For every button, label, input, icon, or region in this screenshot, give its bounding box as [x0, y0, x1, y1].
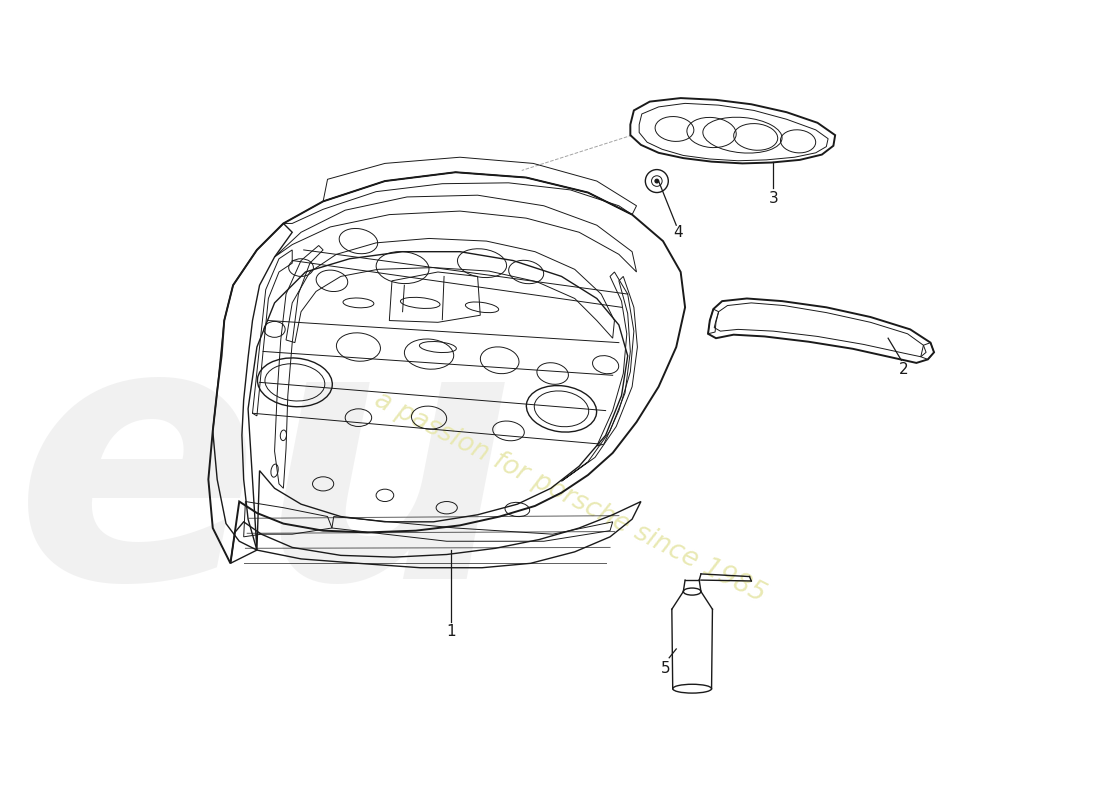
Text: eu: eu: [14, 305, 517, 654]
Circle shape: [656, 179, 659, 183]
Text: 1: 1: [447, 624, 455, 638]
Text: 5: 5: [661, 661, 671, 676]
Text: 4: 4: [673, 225, 683, 240]
Text: a passion for porsche since 1985: a passion for porsche since 1985: [371, 386, 770, 607]
Text: 2: 2: [899, 362, 909, 377]
Text: 3: 3: [769, 191, 778, 206]
